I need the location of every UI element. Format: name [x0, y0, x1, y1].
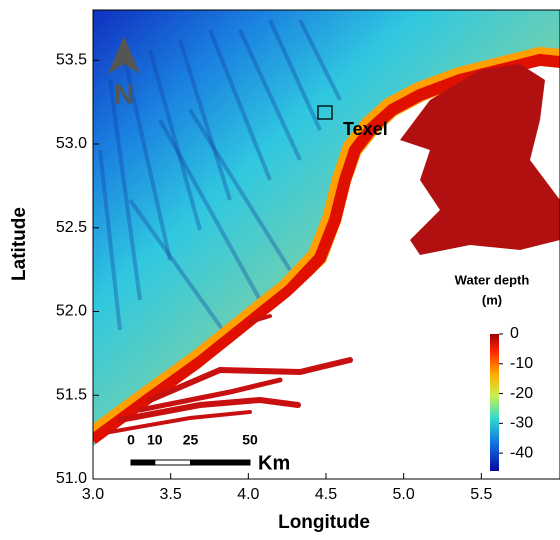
- colorbar: [490, 334, 499, 471]
- north-label: N: [114, 78, 134, 109]
- scale-bar-label: 50: [242, 432, 258, 448]
- x-tick-label: 3.5: [160, 486, 182, 503]
- x-axis-label: Longitude: [278, 512, 370, 533]
- y-tick-label: 53.0: [56, 135, 87, 152]
- y-axis-label: Latitude: [9, 207, 30, 281]
- y-tick-label: 52.0: [56, 303, 87, 320]
- x-tick-label: 5.0: [393, 486, 415, 503]
- y-tick-label: 53.5: [56, 51, 87, 68]
- scale-bar-label: 10: [147, 432, 163, 448]
- scale-bar-segment: [190, 459, 251, 466]
- scale-bar-label: 0: [127, 432, 135, 448]
- scale-bar-segment: [154, 459, 192, 466]
- colorbar-title: Water depth: [455, 272, 530, 287]
- y-tick-label: 51.5: [56, 386, 87, 403]
- colorbar-tick-label: -40: [510, 444, 533, 461]
- x-tick-label: 4.5: [315, 486, 337, 503]
- bathymetry: [93, 10, 560, 479]
- place-label: Texel: [343, 119, 388, 139]
- x-tick-label: 4.0: [237, 486, 259, 503]
- x-tick-label: 3.0: [82, 486, 104, 503]
- scale-bar-label: 25: [183, 432, 199, 448]
- generated: 3.0 3.5 4.0 4.5 5.0 5.5 51.0 51.5 52.0 52.5 53.0 53…: [56, 51, 533, 503]
- colorbar-tick-label: 0: [510, 325, 519, 342]
- colorbar-tick-label: -30: [510, 415, 533, 432]
- colorbar-tick-label: -20: [510, 385, 533, 402]
- y-tick-label: 52.5: [56, 219, 87, 236]
- y-tick-label: 51.0: [56, 470, 87, 487]
- colorbar-title: (m): [482, 292, 502, 307]
- scale-bar-segment: [130, 459, 156, 466]
- north-arrow: [108, 36, 140, 74]
- x-tick-label: 5.5: [470, 486, 492, 503]
- scale-bar-unit: Km: [258, 452, 290, 474]
- colorbar-tick-label: -10: [510, 355, 533, 372]
